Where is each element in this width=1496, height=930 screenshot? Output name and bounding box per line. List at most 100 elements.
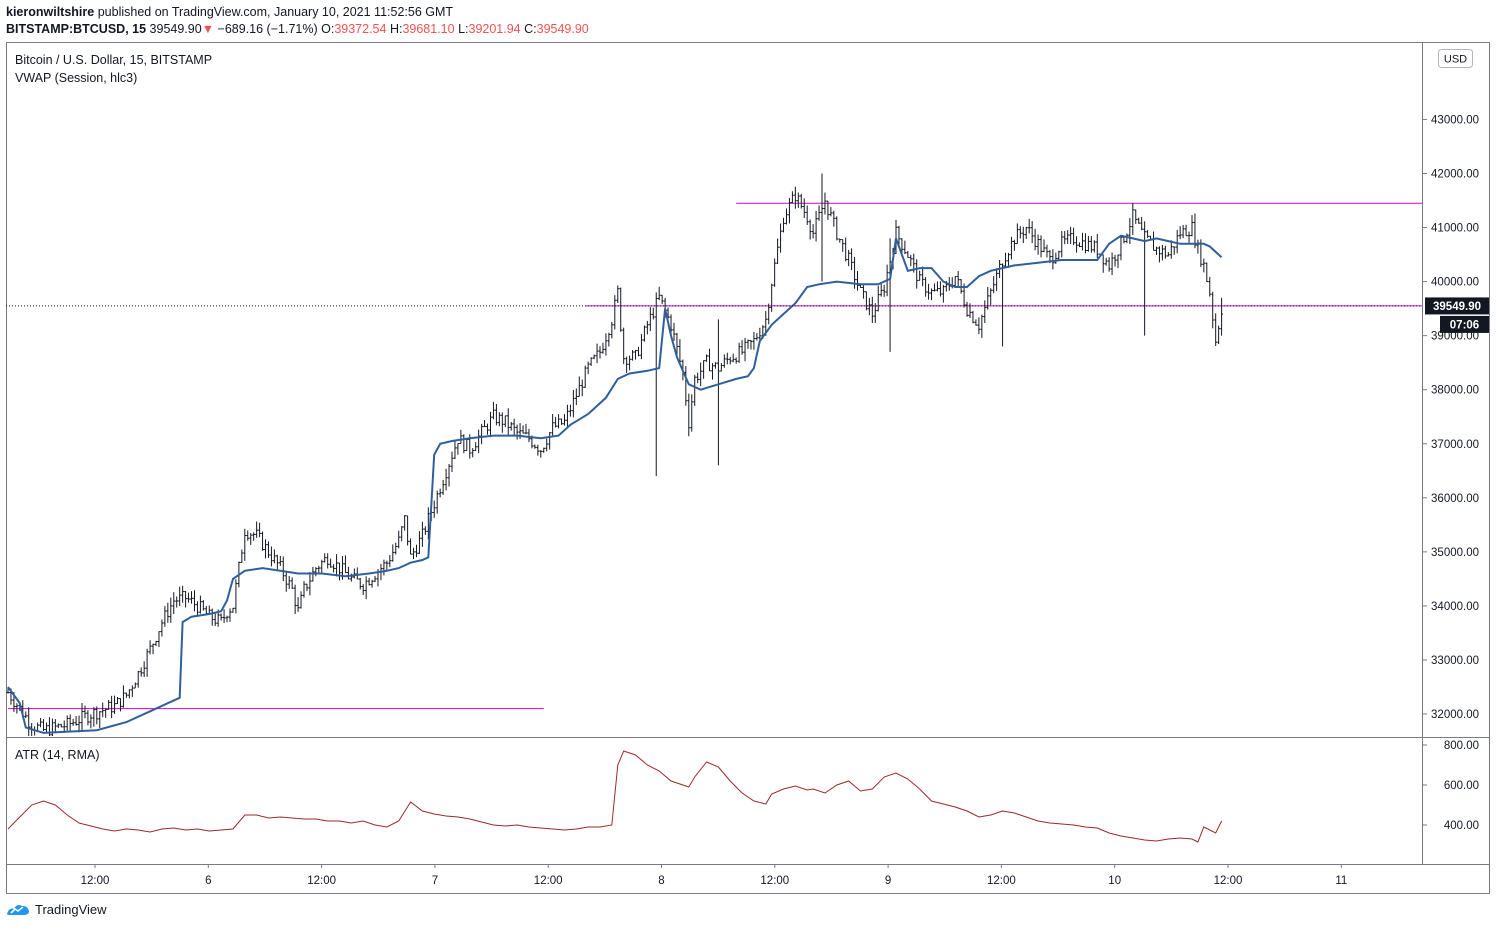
ohlc-bar: [1128, 218, 1132, 244]
ohlc-bar: [782, 217, 785, 233]
currency-button[interactable]: USD: [1438, 49, 1473, 68]
ohlc-bar: [577, 376, 581, 398]
price-pane[interactable]: [6, 173, 1422, 737]
ohlc-bar: [347, 566, 350, 580]
ohlc-bar: [95, 706, 99, 725]
atr-legend[interactable]: ATR (14, RMA): [15, 748, 100, 762]
time-tick-label: 12:00: [1214, 875, 1243, 887]
ohlc-bar: [592, 354, 596, 360]
countdown-value: 07:06: [1450, 319, 1479, 331]
ohlc-bar: [432, 500, 436, 518]
ohlc-bar: [231, 607, 235, 613]
ohlc-bar: [1021, 226, 1025, 244]
ohlc-bar: [939, 281, 942, 297]
change-value: −689.16 (−1.71%): [217, 22, 318, 36]
ohlc-bar: [1220, 297, 1223, 336]
ohlc-bar: [1033, 228, 1037, 251]
ohlc-bar: [527, 428, 531, 443]
chart-container[interactable]: 43000.00 42000.00 41000.00 40000.00 39000.00…: [6, 42, 1490, 894]
ohlc-bar: [444, 468, 448, 491]
ohlc-bar: [690, 394, 694, 432]
chart-frame: [6, 42, 1490, 894]
ohlc-bar: [281, 556, 285, 581]
low-label: L:: [458, 22, 469, 36]
candles-group: [6, 173, 1223, 736]
ohlc-bar: [101, 702, 105, 718]
ohlc-bar: [1193, 213, 1197, 249]
ohlc-bar: [332, 564, 335, 573]
ohlc-bar: [228, 608, 232, 622]
atr-tick-label: 800.00: [1444, 740, 1479, 752]
ohlc-bar: [693, 374, 697, 406]
header-ohlc-line: BITSTAMP:BTCUSD, 15 39549.90▼ −689.16 (−…: [6, 22, 589, 36]
author-name[interactable]: kieronwiltshire: [6, 5, 95, 19]
price-tick-label: 36000.00: [1431, 493, 1479, 505]
chart-canvas[interactable]: 43000.00 42000.00 41000.00 40000.00 39000.00…: [6, 42, 1490, 894]
ohlc-bar: [571, 389, 575, 418]
ohlc-bar: [995, 268, 999, 292]
ohlc-bar: [196, 601, 199, 617]
time-axis[interactable]: 12:00 6 12:00 7 12:00 8 12:00 9 12:00 10 12:00 11: [81, 864, 1348, 887]
ohlc-bar: [302, 581, 306, 598]
high-value: 39681.10: [402, 22, 455, 36]
vwap-legend[interactable]: VWAP (Session, hlc3): [15, 71, 138, 85]
ohlc-bar: [225, 615, 229, 623]
ohlc-bar: [589, 357, 593, 367]
ohlc-bar: [1081, 232, 1084, 251]
ohlc-bar: [157, 631, 161, 648]
ohlc-bar: [338, 562, 341, 581]
ohlc-bar: [243, 528, 247, 561]
atr-pane[interactable]: [7, 750, 1223, 843]
ohlc-bar: [847, 249, 851, 267]
ohlc-bar: [616, 285, 620, 303]
ohlc-bar: [166, 602, 170, 623]
ohlc-bar: [39, 717, 42, 728]
ohlc-bar: [104, 708, 108, 718]
ohlc-bar: [270, 546, 273, 567]
ohlc-bar: [811, 224, 815, 239]
ohlc-bar: [651, 307, 655, 320]
publish-info: published on TradingView.com, January 10…: [97, 5, 454, 19]
ohlc-bar: [27, 707, 31, 736]
time-tick-label: 8: [658, 875, 664, 887]
tradingview-brand[interactable]: TradingView: [6, 901, 107, 917]
atr-axis[interactable]: 800.00 600.00 400.00: [1422, 740, 1479, 832]
ohlc-bar: [728, 357, 732, 365]
ohlc-bar: [471, 448, 475, 458]
ohlc-bar: [675, 332, 679, 355]
ohlc-bar: [77, 715, 81, 733]
ohlc-bar: [308, 572, 312, 596]
ohlc-bar: [116, 696, 119, 705]
ohlc-bar: [453, 440, 457, 460]
ohlc-bar: [151, 643, 155, 655]
ohlc-bar: [722, 354, 726, 368]
ohlc-bar: [823, 192, 827, 215]
ohlc-bar: [278, 555, 282, 566]
ohlc-bar: [1158, 246, 1161, 263]
ohlc-bar: [1057, 250, 1061, 261]
ohlc-bar: [447, 463, 451, 487]
ohlc-bar: [557, 414, 560, 429]
ohlc-bar: [634, 349, 637, 360]
time-tick-label: 12:00: [534, 875, 563, 887]
ohlc-bar: [210, 608, 214, 626]
ohlc-bar: [678, 339, 682, 366]
ohlc-bar: [625, 356, 629, 373]
open-label: O:: [321, 22, 335, 36]
ohlc-bar: [86, 710, 90, 726]
ohlc-bar: [500, 412, 504, 433]
ohlc-bar: [536, 444, 540, 456]
ohlc-bar: [551, 413, 555, 437]
ohlc-bar: [862, 285, 865, 299]
price-tick-label: 39000.00: [1431, 331, 1479, 343]
symbol-legend[interactable]: Bitcoin / U.S. Dollar, 15, BITSTAMP: [15, 53, 213, 67]
ohlc-bar: [1069, 226, 1073, 245]
ohlc-bar: [645, 320, 649, 335]
ohlc-bar: [385, 560, 389, 571]
ohlc-bar: [290, 577, 294, 589]
ohlc-bar: [648, 307, 652, 332]
price-axis[interactable]: 43000.00 42000.00 41000.00 40000.00 39000.00…: [1422, 114, 1479, 721]
time-tick-label: 7: [432, 875, 438, 887]
ohlc-bar: [423, 526, 427, 535]
currency-label: USD: [1444, 54, 1467, 66]
